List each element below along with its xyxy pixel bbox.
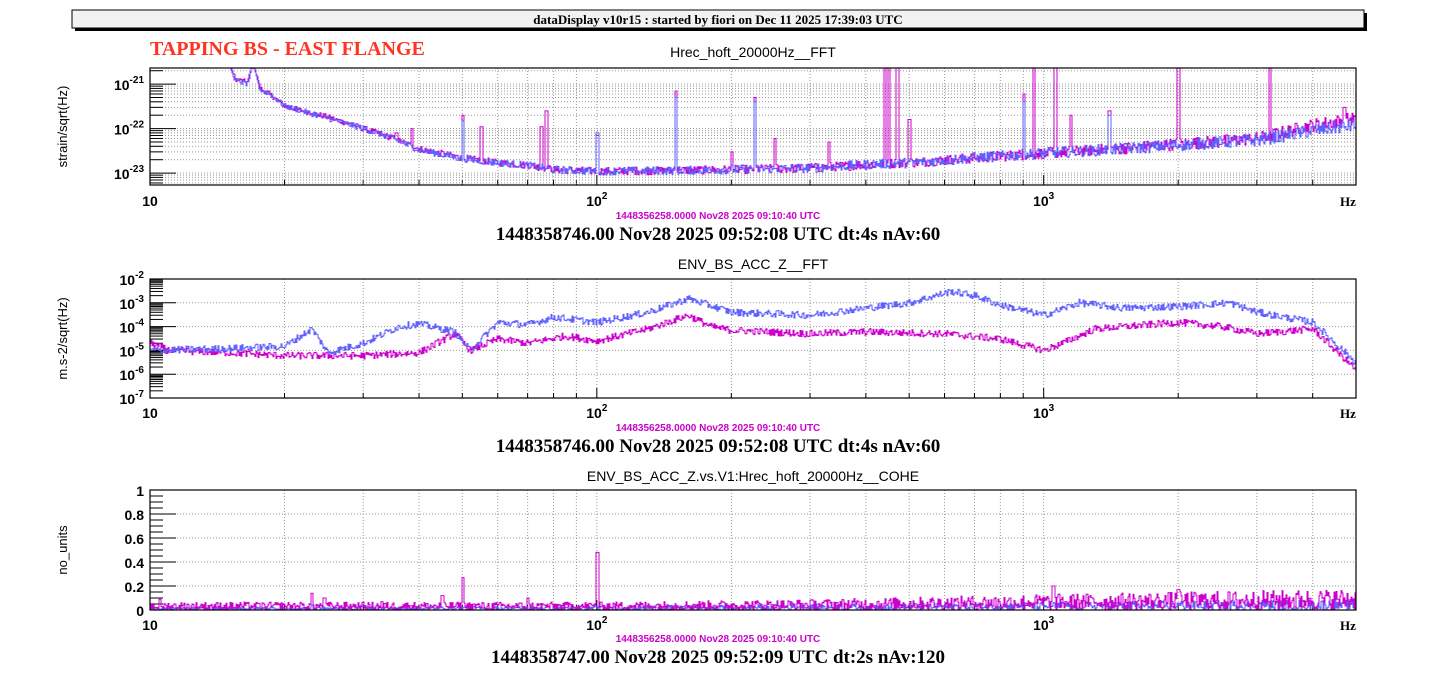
series-reference: [150, 313, 1357, 370]
reference-time-label: 1448356258.0000 Nov28 2025 09:10:40 UTC: [616, 423, 821, 434]
header-title: dataDisplay v10r15 : started by fiori on…: [533, 12, 902, 27]
y-tick-label: 0.6: [125, 531, 145, 547]
x-tick-label: 102: [586, 191, 608, 209]
plot-title: ENV_BS_ACC_Z__FFT: [678, 256, 829, 272]
current-time-label: 1448358747.00 Nov28 2025 09:52:09 UTC dt…: [491, 647, 945, 668]
plot-2: ENV_BS_ACC_Z__FFT m.s-2/sqrt(Hz) 10 102 103 H…: [55, 256, 1357, 457]
x-tick-label: 103: [1033, 615, 1055, 633]
plot-frame: [149, 278, 1357, 399]
y-tick-label: 10-2: [120, 270, 145, 288]
y-tick-label: 10-7: [120, 389, 145, 407]
y-axis-label: strain/sqrt(Hz): [55, 86, 70, 168]
plot-title: Hrec_hoft_20000Hz__FFT: [670, 44, 836, 60]
series-current: [150, 288, 1357, 365]
x-tick-label: 103: [1033, 403, 1055, 421]
y-tick-label: 10-21: [114, 75, 144, 93]
plot-3: ENV_BS_ACC_Z.vs.V1:Hrec_hoft_20000Hz__CO…: [55, 468, 1357, 668]
y-tick-label: 0: [136, 603, 144, 619]
y-tick-label: 10-23: [114, 164, 144, 182]
y-axis-label: no_units: [55, 525, 70, 575]
x-tick-label: 10: [142, 617, 158, 633]
x-tick-label: 103: [1033, 191, 1055, 209]
plot-frame: [149, 67, 1357, 186]
x-axis-label: Hz: [1340, 194, 1356, 209]
header-bar: dataDisplay v10r15 : started by fiori on…: [71, 9, 1367, 31]
x-axis-label: Hz: [1340, 406, 1356, 421]
reference-time-label: 1448356258.0000 Nov28 2025 09:10:40 UTC: [616, 211, 821, 222]
x-tick-label: 10: [142, 405, 158, 421]
x-tick-label: 102: [586, 615, 608, 633]
y-tick-label: 0.2: [125, 579, 145, 595]
x-tick-label: 102: [586, 403, 608, 421]
plot-frame: [149, 489, 1357, 611]
x-axis-label: Hz: [1340, 618, 1356, 633]
y-tick-label: 1: [136, 483, 144, 499]
x-tick-label: 10: [142, 193, 158, 209]
y-tick-label: 10-3: [120, 294, 145, 312]
y-tick-label: 0.8: [125, 507, 145, 523]
series-reference: [150, 551, 1357, 611]
annotation-label: TAPPING BS - EAST FLANGE: [150, 38, 425, 60]
current-time-label: 1448358746.00 Nov28 2025 09:52:08 UTC dt…: [496, 436, 941, 457]
y-tick-label: 10-22: [114, 120, 144, 138]
y-tick-label: 10-4: [120, 318, 145, 336]
current-time-label: 1448358746.00 Nov28 2025 09:52:08 UTC dt…: [496, 224, 941, 245]
reference-time-label: 1448356258.0000 Nov28 2025 09:10:40 UTC: [616, 634, 821, 645]
y-tick-label: 0.4: [125, 555, 145, 571]
y-tick-label: 10-6: [120, 365, 145, 383]
y-axis-label: m.s-2/sqrt(Hz): [55, 297, 70, 379]
y-tick-label: 10-5: [120, 341, 145, 359]
plot-1: Hrec_hoft_20000Hz__FFT strain/sqrt(Hz) 10 1…: [55, 44, 1357, 245]
series-current: [150, 67, 1357, 176]
plot-title: ENV_BS_ACC_Z.vs.V1:Hrec_hoft_20000Hz__CO…: [587, 468, 919, 484]
